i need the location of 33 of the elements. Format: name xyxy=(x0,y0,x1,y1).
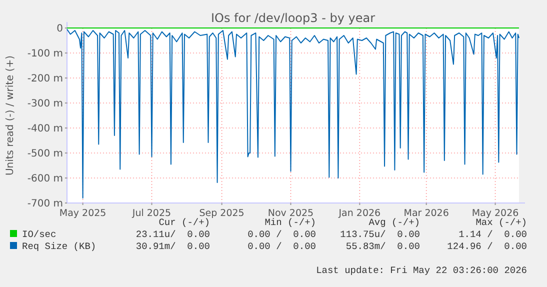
y-tick-label: -200 m xyxy=(27,74,63,84)
text: 113.75u/ 0.00 xyxy=(340,229,420,240)
text: 55.83m/ 0.00 xyxy=(346,241,420,252)
x-tick-label: Mar 2026 xyxy=(404,208,449,219)
x-tick-label: May 2025 xyxy=(59,208,106,219)
y-tick-label: -600 m xyxy=(27,174,63,184)
x-tick-label: Jan 2026 xyxy=(338,208,381,219)
y-tick-label: -300 m xyxy=(27,98,63,110)
x-tick-label: Jul 2025 xyxy=(131,208,172,219)
x-tick-label: Sep 2025 xyxy=(199,208,244,219)
text: 23.11u/ 0.00 xyxy=(136,229,210,240)
text: Avg (-/+) xyxy=(368,217,420,228)
y-tick-label: -700 m xyxy=(27,198,63,210)
text: 124.96 / 0.00 xyxy=(447,241,528,252)
y-tick-label: -100 m xyxy=(27,48,63,60)
text: Min (-/+) xyxy=(264,217,316,228)
legend-label: Req Size (KB) xyxy=(22,241,96,252)
x-tick-label: May 2026 xyxy=(472,208,519,219)
text: 0.00 / 0.00 xyxy=(248,241,316,252)
chart-title: IOs for /dev/loop3 - by year xyxy=(210,11,376,25)
y-tick-label: -500 m xyxy=(27,148,63,160)
y-tick-label: 0 xyxy=(56,24,63,34)
text: 0.00 / 0.00 xyxy=(248,229,316,240)
line-series xyxy=(66,28,520,198)
text: 1.14 / 0.00 xyxy=(458,229,528,240)
text: Cur (-/+) xyxy=(158,217,210,228)
y-axis-title: Units read (-) / write (+) xyxy=(5,55,16,176)
x-tick-label: Nov 2025 xyxy=(268,208,314,219)
text: Max (-/+) xyxy=(476,217,527,228)
text: 30.91m/ 0.00 xyxy=(136,241,210,252)
y-tick-label: -400 m xyxy=(27,124,63,134)
text: Last update: Fri May 22 03:26:00 2026 xyxy=(316,265,528,276)
legend-label: IO/sec xyxy=(22,229,57,240)
